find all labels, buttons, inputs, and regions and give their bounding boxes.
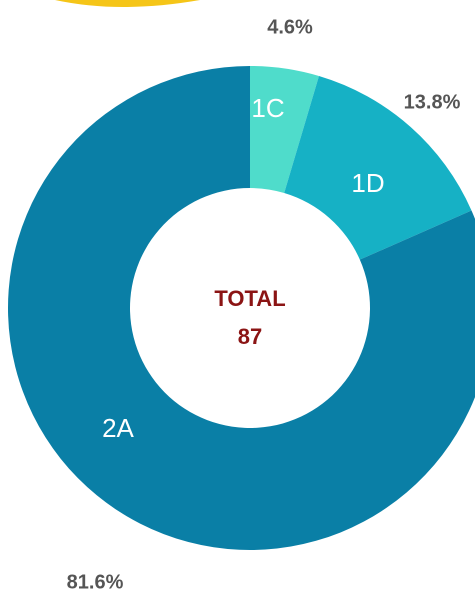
segment-label: 2A [102,413,134,443]
donut-segment [284,76,472,260]
value-label: 4.6% [267,16,313,38]
value-label: 13.8% [404,91,461,113]
segment-label: 1D [351,168,384,198]
center-label: TOTAL [214,286,285,311]
segment-label: 1C [251,93,284,123]
value-label: 81.6% [67,571,124,593]
decoration [55,0,200,7]
donut-segment [250,66,319,193]
center-total: 87 [238,324,262,349]
donut-segment [8,66,475,550]
